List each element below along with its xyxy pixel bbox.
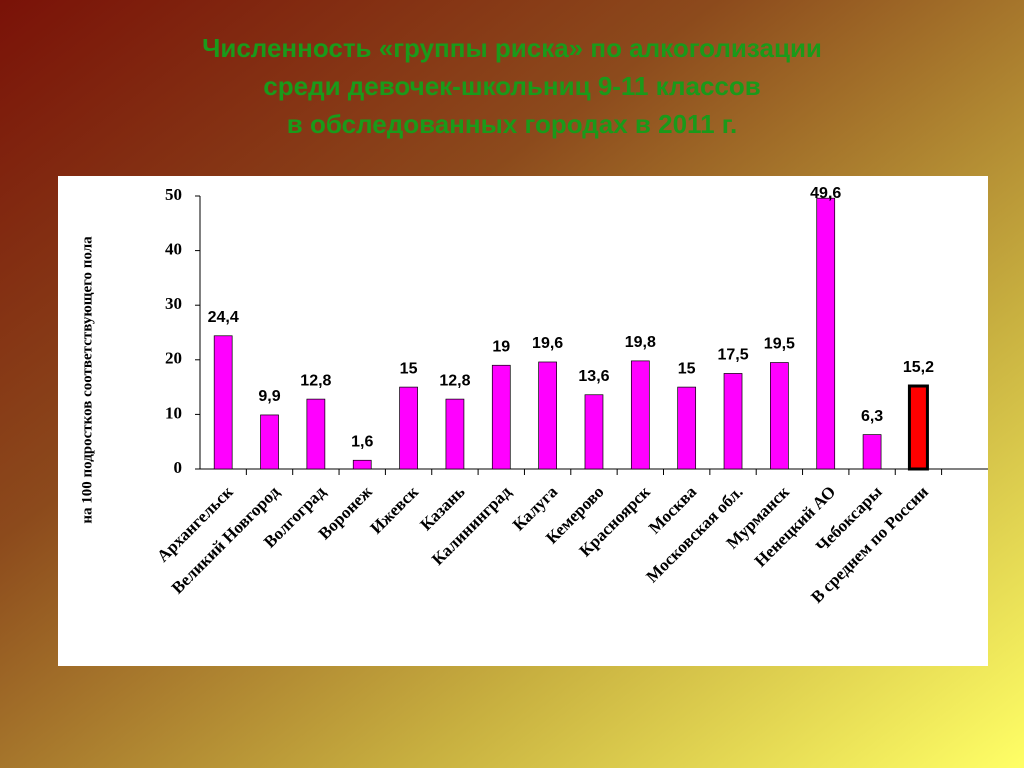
value-label: 19,5 xyxy=(764,336,795,353)
chart-title: в обследованных городах в 2011 г. xyxy=(287,109,737,139)
value-label: 12,8 xyxy=(439,372,470,389)
y-axis-label: на 100 подростков соответствующего пола xyxy=(79,236,95,524)
value-label: 49,6 xyxy=(810,185,841,202)
bar xyxy=(491,364,511,470)
bar xyxy=(538,361,557,470)
value-label: 9,9 xyxy=(258,388,280,405)
y-tick-label: 40 xyxy=(165,240,182,259)
y-tick-label: 0 xyxy=(174,458,183,477)
bar xyxy=(352,459,372,470)
value-label: 15,2 xyxy=(903,359,934,376)
bar xyxy=(677,386,697,470)
bar xyxy=(723,373,743,470)
value-label: 1,6 xyxy=(351,433,373,450)
value-label: 13,6 xyxy=(578,368,609,385)
bar xyxy=(907,384,929,471)
chart-title: Численность «группы риска» по алкоголиза… xyxy=(202,33,822,63)
y-tick-label: 10 xyxy=(165,403,182,422)
value-label: 15 xyxy=(678,360,696,377)
chart-area xyxy=(58,176,988,666)
value-label: 19,6 xyxy=(532,335,563,352)
value-label: 19,8 xyxy=(625,334,656,351)
bar xyxy=(770,362,789,470)
bar xyxy=(306,398,326,470)
y-tick-label: 20 xyxy=(165,349,182,368)
bar xyxy=(445,398,465,470)
value-label: 6,3 xyxy=(861,408,883,425)
bar xyxy=(816,197,836,470)
bar xyxy=(260,414,279,470)
value-label: 17,5 xyxy=(717,347,748,364)
value-label: 12,8 xyxy=(300,372,331,389)
bar xyxy=(584,394,604,470)
value-label: 24,4 xyxy=(208,309,239,326)
bar xyxy=(862,434,882,470)
bar xyxy=(399,386,418,470)
y-tick-label: 50 xyxy=(165,185,182,204)
y-tick-label: 30 xyxy=(165,294,182,313)
chart-title: среди девочек-школьниц 9-11 классов xyxy=(263,71,760,101)
value-label: 15 xyxy=(400,360,418,377)
value-label: 19 xyxy=(492,338,510,355)
bar xyxy=(213,335,233,470)
bar xyxy=(630,360,650,470)
